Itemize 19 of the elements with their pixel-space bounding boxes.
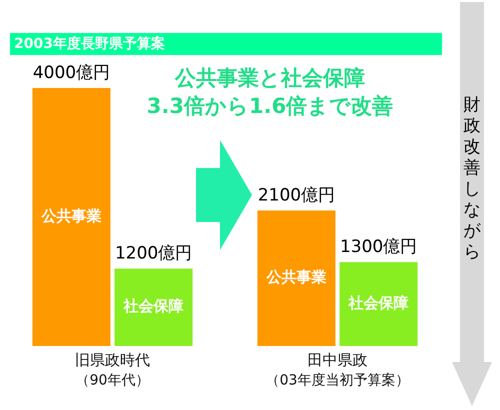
bar <box>257 210 336 346</box>
x-tick-label: 旧県政時代 <box>75 350 150 369</box>
data-label: 1300億円 <box>340 237 418 258</box>
text: 公共事業 <box>266 268 326 286</box>
data-label: 1200億円 <box>114 244 192 264</box>
series-label: 社会保障 <box>122 297 184 316</box>
series-label: 公共事業 <box>40 206 102 225</box>
data-label: 2100億円 <box>258 185 336 206</box>
text: （90年代） <box>76 372 150 389</box>
bar <box>340 262 418 346</box>
data-label: 4000億円 <box>32 62 110 83</box>
x-tick-label: 田中県政 <box>308 350 368 369</box>
text: （03年度当初予算案） <box>266 372 410 389</box>
text: 財政改善しながら <box>463 95 481 263</box>
bar <box>114 268 193 346</box>
bar <box>32 88 110 346</box>
annotation: 公共事業と社会保障 3.3倍から1.6倍まで改善 <box>146 65 394 120</box>
chart-title: 2003年度長野県予算案 <box>10 33 442 55</box>
text: 社会保障 <box>348 294 409 312</box>
